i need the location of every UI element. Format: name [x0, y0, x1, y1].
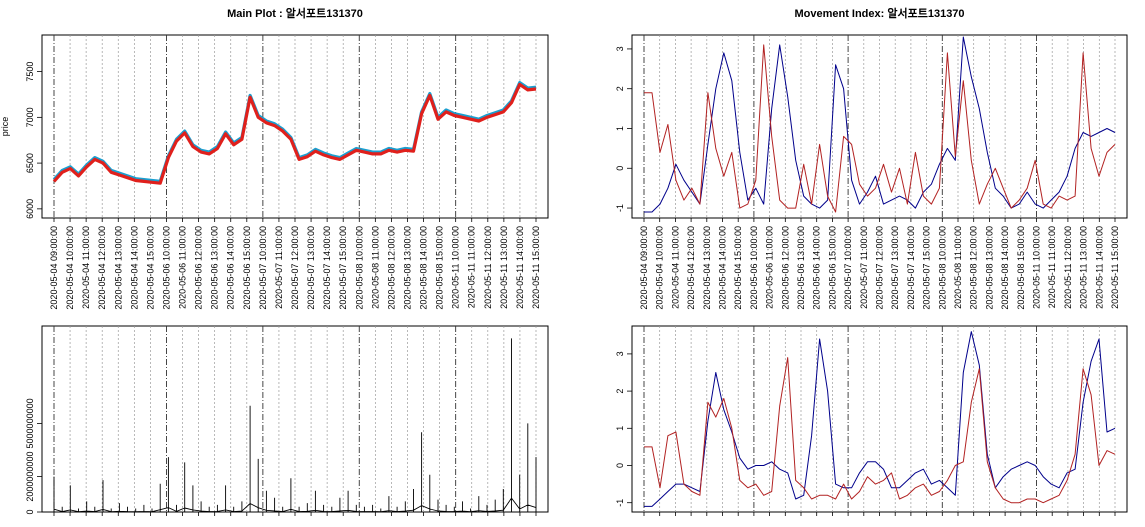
y-tick-label: -1: [615, 204, 625, 212]
x-tick-label: 2020-05-04 09:00:00: [49, 226, 59, 310]
x-tick-label: 2020-05-04 11:00:00: [670, 226, 680, 309]
series-line: [644, 44, 1116, 213]
x-tick-label: 2020-05-06 11:00:00: [178, 226, 188, 309]
y-tick-label: 6500: [25, 153, 35, 173]
x-tick-label: 2020-05-08 13:00:00: [402, 226, 412, 310]
x-tick-label: 2020-05-11 15:00:00: [1110, 226, 1120, 309]
y-tick-label: 1: [615, 426, 625, 431]
x-tick-label: 2020-05-07 15:00:00: [922, 226, 932, 310]
x-tick-label: 2020-05-07 11:00:00: [859, 226, 869, 309]
x-tick-label: 2020-05-08 12:00:00: [386, 226, 396, 310]
x-tick-label: 2020-05-11 11:00:00: [467, 226, 477, 308]
chart-title: Main Plot : 알서포트131370: [227, 6, 363, 20]
x-tick-label: 2020-05-04 12:00:00: [97, 226, 107, 310]
y-tick-label: 6000: [25, 199, 35, 219]
x-tick-label: 2020-05-08 15:00:00: [1016, 226, 1026, 310]
x-tick-label: 2020-05-08 11:00:00: [370, 226, 380, 309]
x-tick-label: 2020-05-06 14:00:00: [226, 226, 236, 310]
y-tick-label: 5000000000: [25, 398, 35, 448]
x-tick-label: 2020-05-04 12:00:00: [686, 226, 696, 310]
x-tick-label: 2020-05-08 11:00:00: [953, 226, 963, 309]
plot-frame: [41, 34, 549, 219]
x-tick-label: 2020-05-06 13:00:00: [210, 226, 220, 310]
x-tick-label: 2020-05-06 12:00:00: [194, 226, 204, 310]
x-tick-label: 2020-05-08 10:00:00: [354, 226, 364, 310]
x-tick-label: 2020-05-07 13:00:00: [306, 226, 316, 310]
x-tick-label: 2020-05-11 12:00:00: [483, 226, 493, 309]
x-tick-label: 2020-05-08 14:00:00: [419, 226, 429, 310]
x-tick-label: 2020-05-04 15:00:00: [733, 226, 743, 310]
x-tick-label: 2020-05-06 15:00:00: [827, 226, 837, 310]
y-tick-label: 0: [25, 509, 35, 514]
x-tick-label: 2020-05-04 14:00:00: [718, 226, 728, 310]
x-tick-label: 2020-05-06 12:00:00: [780, 226, 790, 310]
x-tick-label: 2020-05-04 14:00:00: [129, 226, 139, 310]
x-tick-label: 2020-05-08 12:00:00: [969, 226, 979, 310]
x-tick-label: 2020-05-06 15:00:00: [242, 226, 252, 310]
x-tick-label: 2020-05-11 11:00:00: [1047, 226, 1057, 308]
x-tick-label: 2020-05-11 10:00:00: [1032, 226, 1042, 309]
x-tick-label: 2020-05-06 10:00:00: [749, 226, 759, 310]
x-tick-label: 2020-05-07 13:00:00: [890, 226, 900, 310]
x-tick-label: 2020-05-07 12:00:00: [290, 226, 300, 310]
x-tick-label: 2020-05-11 10:00:00: [451, 226, 461, 309]
x-tick-label: 2020-05-04 11:00:00: [81, 226, 91, 309]
x-tick-label: 2020-05-08 13:00:00: [984, 226, 994, 310]
x-tick-label: 2020-05-07 11:00:00: [274, 226, 284, 309]
x-tick-label: 2020-05-06 14:00:00: [812, 226, 822, 310]
x-tick-label: 2020-05-06 10:00:00: [161, 226, 171, 310]
x-tick-label: 2020-05-04 10:00:00: [65, 226, 75, 310]
x-tick-label: 2020-05-11 14:00:00: [1094, 226, 1104, 309]
x-tick-label: 2020-05-11 12:00:00: [1063, 226, 1073, 309]
series-line: [644, 357, 1116, 504]
series-line: [644, 36, 1116, 213]
x-tick-label: 2020-05-07 14:00:00: [906, 226, 916, 310]
panel-movement2: -1 0 1 2 3: [615, 325, 1128, 516]
series-line: [644, 331, 1116, 507]
x-tick-label: 2020-05-07 10:00:00: [258, 226, 268, 310]
y-tick-label: 3: [615, 46, 625, 51]
x-tick-label: 2020-05-11 13:00:00: [1079, 226, 1089, 309]
panel-movement1: 2020-05-04 09:00:00 2020-05-04 10:00:00 20…: [615, 6, 1128, 310]
x-tick-label: 2020-05-11 13:00:00: [499, 226, 509, 309]
y-tick-label: 2: [615, 86, 625, 91]
y-tick-label: -1: [615, 499, 625, 507]
x-tick-label: 2020-05-07 10:00:00: [843, 226, 853, 310]
x-tick-label: 2020-05-04 13:00:00: [113, 226, 123, 310]
y-tick-label: 3: [615, 351, 625, 356]
x-tick-label: 2020-05-07 15:00:00: [338, 226, 348, 310]
chart-title: Movement Index: 알서포트131370: [794, 6, 964, 20]
x-tick-label: 2020-05-06 13:00:00: [796, 226, 806, 310]
series-line: [53, 338, 537, 513]
x-tick-label: 2020-05-06 11:00:00: [765, 226, 775, 309]
panel-volume: 0 2000000000 5000000000: [25, 325, 549, 516]
y-tick-label: 0: [615, 463, 625, 468]
y-tick-label: 2: [615, 389, 625, 394]
x-tick-label: 2020-05-04 10:00:00: [655, 226, 665, 310]
y-tick-label: 7500: [25, 62, 35, 82]
x-tick-label: 2020-05-04 13:00:00: [702, 226, 712, 310]
y-tick-label: 1: [615, 126, 625, 131]
x-tick-label: 2020-05-04 15:00:00: [145, 226, 155, 310]
x-tick-label: 2020-05-08 15:00:00: [435, 226, 445, 310]
x-tick-label: 2020-05-07 14:00:00: [322, 226, 332, 310]
y-tick-label: 0: [615, 166, 625, 171]
x-tick-label: 2020-05-08 10:00:00: [937, 226, 947, 310]
y-tick-label: 2000000000: [25, 452, 35, 502]
x-tick-label: 2020-05-07 12:00:00: [875, 226, 885, 310]
y-tick-label: 7000: [25, 107, 35, 127]
series-line: [52, 82, 537, 185]
x-tick-label: 2020-05-08 14:00:00: [1000, 226, 1010, 310]
panel-main: 2020-05-04 09:00:00 2020-05-04 10:00:00 20…: [0, 6, 549, 310]
x-tick-label: 2020-05-11 14:00:00: [515, 226, 525, 309]
y-axis-label: price: [0, 117, 10, 137]
x-tick-label: 2020-05-11 15:00:00: [531, 226, 541, 309]
x-tick-label: 2020-05-04 09:00:00: [639, 226, 649, 310]
